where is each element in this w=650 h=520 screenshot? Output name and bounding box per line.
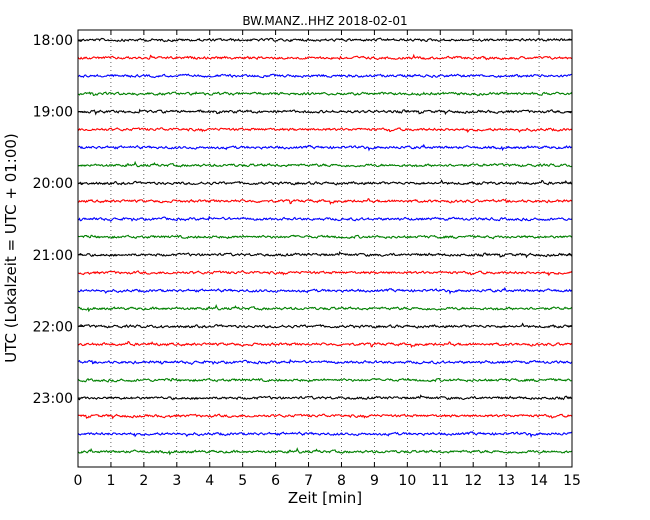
x-tick-label: 0 [74, 473, 83, 489]
trace-2100 [77, 251, 573, 259]
y-tick-label: 23:00 [33, 391, 73, 407]
y-tick-label: 21:00 [33, 248, 73, 264]
trace-1845 [77, 91, 573, 97]
trace-1915 [77, 127, 573, 134]
x-tick-label: 6 [271, 473, 280, 489]
x-tick-label: 2 [139, 473, 148, 489]
trace-2000 [77, 179, 573, 186]
x-tick-label: 13 [497, 473, 515, 489]
trace-2345 [77, 447, 573, 456]
x-axis-label: Zeit [min] [288, 489, 362, 507]
trace-2130 [77, 286, 573, 295]
y-axis: 18:00 19:00 20:00 21:00 22:00 23:00 [33, 33, 572, 407]
trace-2200 [77, 322, 573, 329]
trace-2145 [77, 303, 573, 313]
trace-2315 [77, 413, 573, 420]
trace-2215 [77, 340, 573, 349]
grid-lines [110, 30, 540, 467]
x-tick-label: 4 [205, 473, 214, 489]
x-tick-label: 8 [337, 473, 346, 489]
x-tick-label: 14 [530, 473, 548, 489]
x-tick-label: 9 [370, 473, 379, 489]
trace-2115 [77, 270, 573, 277]
trace-2245 [77, 377, 573, 383]
x-tick-label: 12 [464, 473, 482, 489]
trace-1830 [77, 73, 573, 79]
trace-1815 [77, 53, 573, 61]
x-tick-label: 7 [304, 473, 313, 489]
trace-2030 [77, 215, 573, 222]
trace-1945 [77, 160, 573, 168]
trace-2015 [77, 197, 573, 205]
x-tick-label: 3 [172, 473, 181, 489]
trace-group [77, 37, 573, 456]
plot-frame [77, 29, 573, 468]
x-tick-label: 15 [563, 473, 581, 489]
chart-title: BW.MANZ..HHZ 2018-02-01 [242, 14, 407, 28]
trace-2330 [77, 431, 573, 438]
trace-1800 [77, 37, 573, 43]
y-tick-label: 19:00 [33, 105, 73, 121]
y-tick-label: 18:00 [33, 33, 73, 49]
x-axis: 0 1 2 3 4 5 6 7 8 9 10 11 12 13 14 15 [74, 30, 581, 489]
y-axis-label: UTC (Lokalzeit = UTC + 01:00) [2, 133, 20, 363]
trace-2300 [77, 394, 573, 401]
trace-2230 [77, 358, 573, 365]
x-tick-label: 11 [431, 473, 449, 489]
trace-1900 [77, 108, 573, 116]
y-tick-label: 22:00 [33, 319, 73, 335]
x-tick-label: 5 [238, 473, 247, 489]
y-tick-label: 20:00 [33, 176, 73, 192]
x-tick-label: 10 [398, 473, 416, 489]
trace-2045 [77, 234, 573, 240]
x-tick-label: 1 [106, 473, 115, 489]
trace-1930 [77, 143, 573, 152]
